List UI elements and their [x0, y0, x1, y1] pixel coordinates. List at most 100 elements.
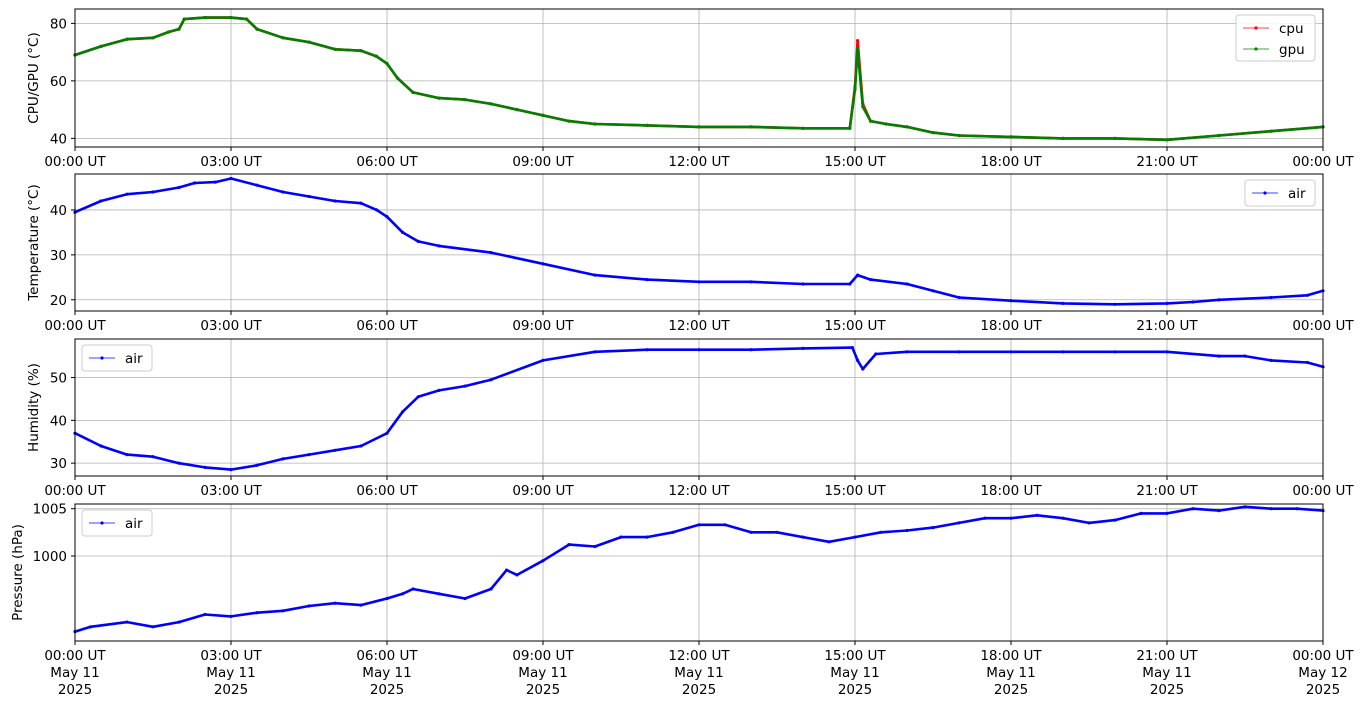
x-tick-label: 03:00 UT: [200, 154, 262, 170]
y-tick-label: 50: [50, 371, 67, 387]
series-point-gpu: [281, 36, 285, 40]
series-point-gpu: [245, 17, 249, 21]
x-tick-label: 18:00 UT: [980, 648, 1042, 664]
panel-2: 20 30 40 00:00 UT 03:00 UT 06:00 UT 09:00 UT 12…: [26, 173, 1354, 334]
series-point-air: [255, 463, 259, 467]
legend-box: [1244, 179, 1316, 207]
series-point-air: [749, 348, 753, 352]
series-point-gpu: [229, 16, 233, 20]
y-tick-label: 80: [50, 16, 67, 32]
legend: air: [81, 344, 153, 372]
series-point-air: [151, 455, 155, 459]
series-point-gpu: [255, 27, 259, 31]
series-point-air: [1113, 350, 1117, 354]
y-tick-label: 1000: [33, 549, 67, 565]
series-point-air: [489, 251, 493, 255]
series-point-air: [1191, 300, 1195, 304]
x-tick-label: 00:00 UT: [1292, 154, 1354, 170]
series-point-air: [385, 596, 389, 601]
series-point-air: [489, 587, 493, 591]
series-point-air: [1243, 354, 1247, 358]
legend-marker-air: [1263, 191, 1267, 195]
series-point-gpu: [177, 27, 181, 31]
series-point-gpu: [905, 125, 909, 129]
x-tick-label: 12:00 UT: [668, 318, 730, 334]
x-tick-label: 00:00 UT: [1292, 318, 1354, 334]
x-tick-label: 00:00 UT: [44, 318, 106, 334]
series-point-air: [151, 190, 155, 194]
x-tick-label: 2025: [994, 682, 1028, 698]
series-point-gpu: [848, 126, 852, 130]
series-point-gpu: [801, 126, 805, 130]
x-tick-label: May 11: [674, 665, 723, 681]
x-tick-label: 00:00 UT: [44, 483, 106, 499]
series-point-air: [931, 289, 935, 293]
series-point-air: [931, 526, 935, 530]
series-point-air: [775, 530, 779, 534]
series-point-air: [1269, 295, 1273, 300]
series-point-air: [1217, 298, 1221, 302]
series-point-gpu: [167, 30, 171, 34]
series-point-air: [307, 453, 311, 457]
x-tick-label: 2025: [58, 682, 92, 698]
series-point-gpu: [697, 125, 701, 129]
x-tick-label: 06:00 UT: [356, 318, 418, 334]
legend-label-air: air: [1288, 186, 1306, 202]
series-point-air: [801, 535, 805, 539]
series-point-air: [177, 620, 181, 624]
series-point-air: [401, 410, 405, 414]
series-point-air: [541, 262, 545, 266]
series-point-air: [1009, 516, 1013, 520]
series-point-gpu: [307, 40, 311, 44]
series-point-air: [307, 194, 311, 199]
series-point-gpu: [645, 123, 649, 127]
x-tick-label: May 12: [1298, 665, 1347, 681]
series-point-gpu: [1009, 135, 1013, 139]
series-point-air: [333, 448, 337, 452]
x-tick-label: 15:00 UT: [824, 318, 886, 334]
x-tick-label: 09:00 UT: [512, 318, 574, 334]
x-tick-label: 03:00 UT: [200, 483, 262, 499]
y-axis-label: CPU/GPU (°C): [26, 32, 42, 123]
series-point-air: [593, 544, 597, 549]
legend-marker-air: [100, 521, 104, 525]
x-tick-label: 12:00 UT: [668, 483, 730, 499]
series-point-air: [416, 239, 420, 243]
series-point-air: [281, 609, 285, 613]
series-point-gpu: [385, 62, 389, 66]
series-point-gpu: [749, 125, 753, 129]
series-point-air: [1191, 507, 1195, 511]
y-tick-label: 30: [50, 456, 67, 472]
legend: air: [1244, 179, 1316, 207]
x-tick-label: 15:00 UT: [824, 483, 886, 499]
series-point-air: [723, 523, 727, 527]
series-point-gpu: [151, 36, 155, 40]
y-tick-label: 40: [50, 413, 67, 429]
series-point-air: [567, 543, 571, 547]
y-tick-label: 20: [50, 293, 67, 309]
legend-box: [81, 509, 153, 537]
x-tick-label: 2025: [526, 682, 560, 698]
series-point-air: [645, 278, 649, 282]
series-point-air: [848, 282, 852, 286]
series-point-air: [281, 457, 285, 461]
series-point-air: [505, 568, 509, 572]
series-point-air: [853, 535, 857, 539]
x-tick-label: 06:00 UT: [356, 648, 418, 664]
series-point-gpu: [1269, 129, 1273, 133]
x-tick-label: 18:00 UT: [980, 154, 1042, 170]
series-point-air: [463, 596, 467, 601]
series-point-gpu: [125, 37, 129, 41]
series-point-air: [437, 388, 441, 392]
series-point-cpu: [856, 39, 860, 43]
series-point-air: [869, 278, 873, 282]
x-tick-label: 15:00 UT: [824, 154, 886, 170]
series-point-air: [856, 358, 860, 362]
series-point-air: [416, 395, 420, 399]
series-point-gpu: [1061, 136, 1065, 140]
series-point-air: [385, 431, 389, 435]
series-point-air: [1269, 507, 1273, 511]
x-tick-label: 2025: [682, 682, 716, 698]
series-point-gpu: [182, 17, 186, 21]
